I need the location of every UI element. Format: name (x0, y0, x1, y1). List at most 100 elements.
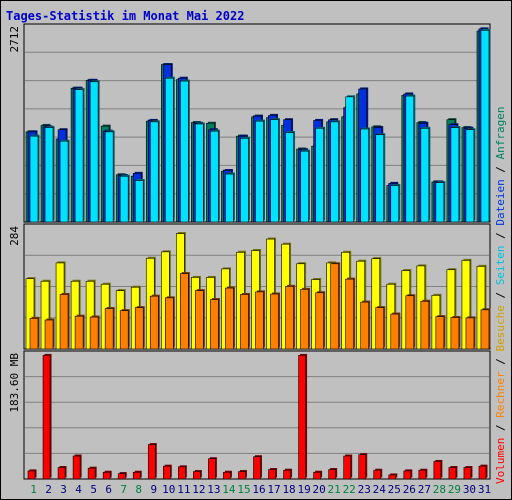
bar-volumen-14 (223, 471, 231, 480)
bar-seiten-16 (255, 120, 264, 223)
legend-entry: / (494, 159, 507, 179)
bar-volumen-15 (238, 471, 246, 480)
bar-volumen-28 (433, 461, 442, 480)
legend-entry: Dateien (494, 179, 507, 225)
bar-seiten-1 (29, 135, 39, 223)
x-tick-label: 11 (177, 483, 190, 496)
bar-seiten-24 (375, 134, 385, 223)
bar-rechner-22 (345, 278, 354, 350)
bar-rechner-10 (164, 297, 174, 350)
legend-entry: Besuche (494, 305, 507, 351)
bar-rechner-14 (225, 287, 234, 350)
bar-seiten-19 (300, 150, 309, 223)
bar-volumen-7 (117, 473, 126, 480)
bar-rechner-15 (240, 294, 249, 350)
bar-rechner-29 (450, 317, 460, 350)
bar-rechner-21 (330, 263, 339, 350)
bar-rechner-2 (44, 319, 54, 350)
legend-entry: Anfragen (494, 106, 507, 159)
x-tick-label: 26 (403, 483, 416, 496)
bar-volumen-3 (57, 467, 66, 480)
y-max-label-visits: 284 (8, 226, 21, 246)
x-tick-label: 19 (297, 483, 310, 496)
bar-volumen-6 (102, 471, 111, 480)
bar-seiten-2 (44, 127, 54, 223)
bar-volumen-30 (463, 467, 472, 480)
x-tick-label: 23 (358, 483, 371, 496)
bar-seiten-18 (285, 132, 294, 223)
bar-seiten-25 (390, 185, 400, 223)
bar-volumen-1 (27, 470, 36, 480)
bar-volumen-24 (373, 469, 382, 480)
legend-entry: Volumen (494, 438, 507, 484)
x-tick-label: 16 (252, 483, 265, 496)
bar-volumen-23 (358, 454, 367, 480)
bar-seiten-30 (465, 129, 475, 223)
bar-volumen-21 (328, 469, 336, 480)
bar-rechner-12 (195, 290, 204, 350)
legend-entry: / (494, 352, 507, 372)
x-tick-label: 10 (162, 483, 175, 496)
legend-entry: / (494, 418, 507, 438)
x-tick-label: 1 (30, 483, 37, 496)
bar-volumen-17 (268, 469, 276, 480)
bar-seiten-17 (270, 119, 279, 223)
x-tick-label: 31 (478, 483, 491, 496)
bar-seiten-7 (119, 175, 129, 223)
bar-volumen-25 (388, 474, 397, 480)
x-tick-label: 20 (313, 483, 326, 496)
x-tick-label: 13 (207, 483, 220, 496)
bar-volumen-19 (298, 355, 306, 480)
bar-seiten-11 (180, 80, 189, 223)
x-tick-label: 29 (448, 483, 461, 496)
legend-entry: / (494, 226, 507, 246)
x-tick-label: 27 (418, 483, 431, 496)
x-tick-label: 22 (343, 483, 356, 496)
bar-seiten-5 (89, 81, 99, 223)
bar-volumen-31 (478, 465, 487, 480)
x-tick-label: 14 (222, 483, 236, 496)
bar-rechner-23 (360, 301, 370, 350)
x-tick-label: 21 (328, 483, 341, 496)
bar-seiten-9 (149, 121, 159, 223)
x-tick-label: 15 (237, 483, 250, 496)
bar-seiten-8 (134, 180, 144, 223)
legend-entry: Seiten (494, 246, 507, 286)
x-tick-label: 2 (45, 483, 52, 496)
bar-seiten-27 (420, 127, 430, 223)
bar-rechner-19 (300, 289, 309, 350)
legend-entry: / (494, 285, 507, 305)
bar-volumen-5 (87, 467, 96, 480)
bar-rechner-4 (74, 315, 84, 350)
x-tick-label: 9 (150, 483, 157, 496)
bar-rechner-9 (149, 295, 159, 350)
bar-volumen-9 (147, 444, 156, 480)
bar-rechner-5 (89, 316, 99, 350)
x-tick-label: 25 (388, 483, 401, 496)
bar-seiten-15 (240, 138, 249, 223)
y-max-label-hits: 2712 (8, 26, 21, 53)
bar-seiten-20 (315, 127, 324, 223)
bar-seiten-10 (164, 77, 174, 223)
bar-volumen-13 (208, 458, 216, 480)
bar-volumen-18 (283, 469, 291, 480)
bar-volumen-10 (162, 465, 171, 480)
bar-seiten-22 (345, 96, 354, 223)
x-tick-label: 8 (135, 483, 142, 496)
bar-rechner-11 (180, 273, 189, 350)
x-tick-label: 24 (373, 483, 387, 496)
bar-seiten-31 (480, 29, 490, 223)
x-tick-label: 5 (90, 483, 97, 496)
bar-volumen-20 (313, 471, 321, 480)
bar-volumen-16 (253, 456, 261, 480)
x-tick-label: 7 (120, 483, 127, 496)
bar-seiten-12 (195, 123, 204, 223)
bar-rechner-24 (375, 307, 385, 350)
bar-volumen-26 (403, 470, 412, 480)
bar-rechner-26 (405, 295, 415, 350)
x-tick-label: 18 (282, 483, 295, 496)
bar-rechner-3 (59, 294, 69, 350)
bar-volumen-29 (448, 467, 457, 480)
bar-volumen-12 (193, 471, 201, 480)
bar-volumen-4 (72, 455, 81, 480)
